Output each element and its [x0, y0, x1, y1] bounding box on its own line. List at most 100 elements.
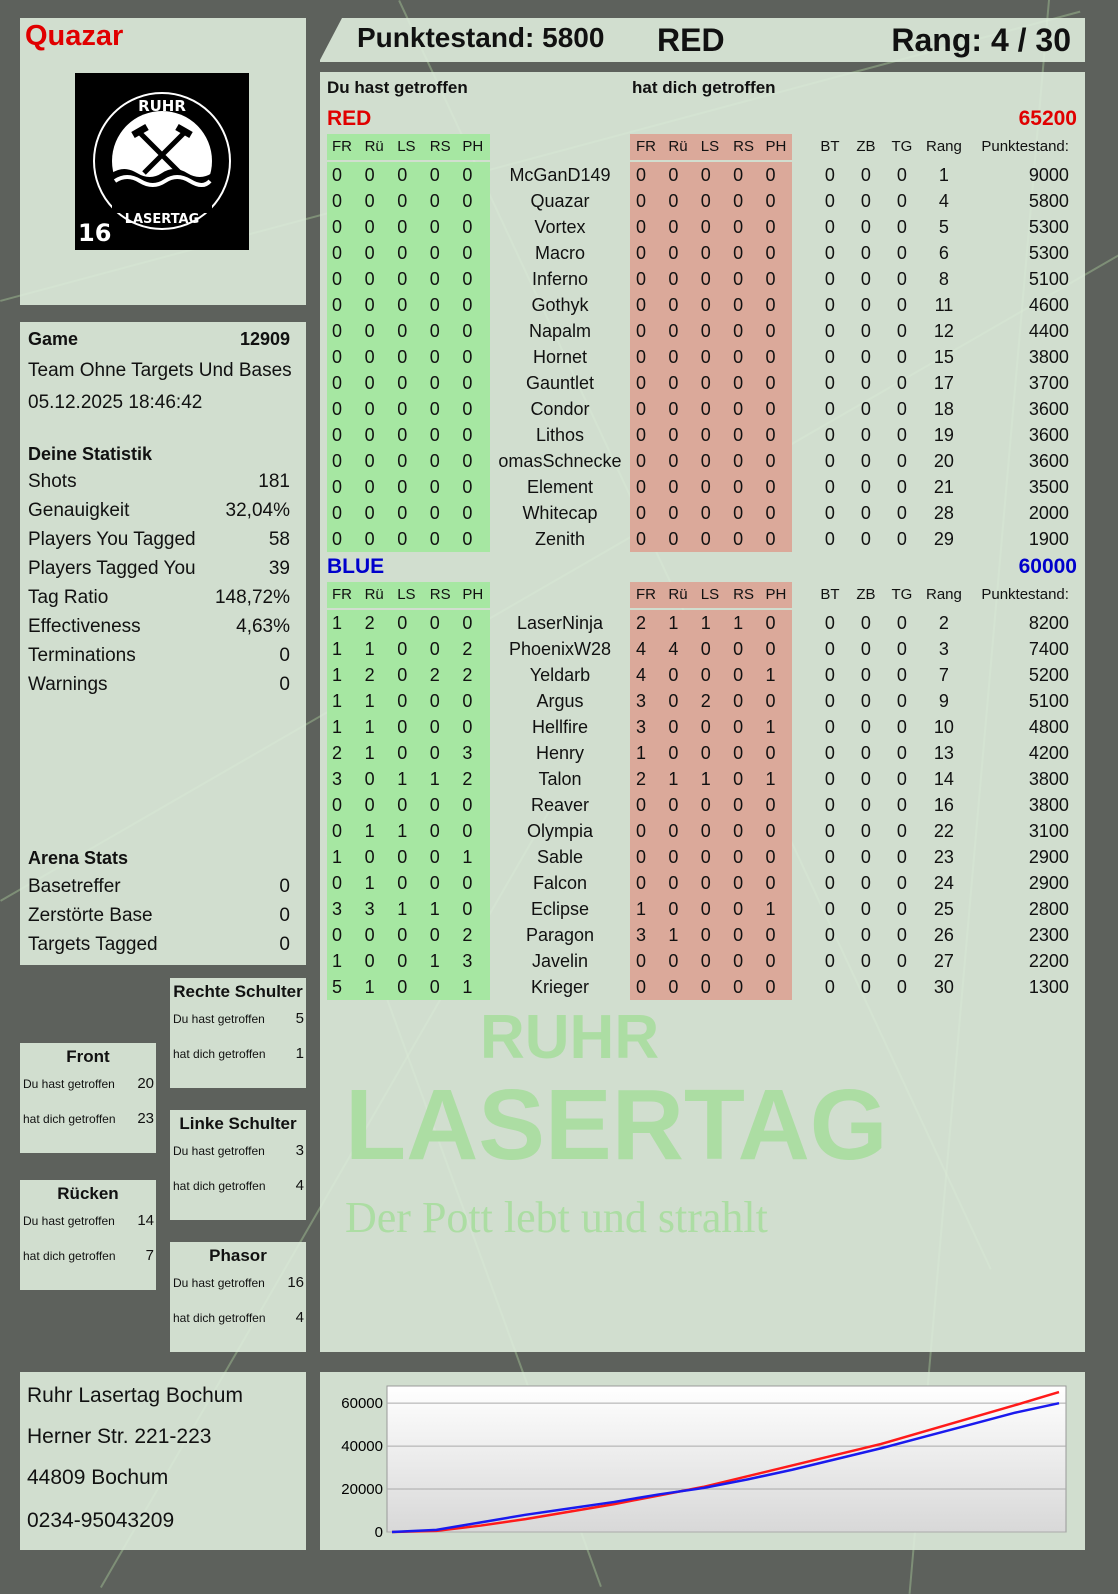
table-cell: 18	[933, 399, 954, 419]
table-cell: 24	[933, 873, 954, 893]
table-cell: 0	[896, 769, 907, 789]
table-cell: 0	[392, 714, 425, 740]
hit-zone-box: Linke Schulter Du hast getroffen 3 hat d…	[170, 1110, 306, 1220]
table-cell: 5300	[1028, 243, 1069, 263]
table-cell: 0	[727, 344, 760, 370]
table-cell: 0	[392, 266, 425, 292]
table-cell	[792, 370, 812, 396]
zone-hit-value: 20	[137, 1075, 154, 1092]
table-cell: 0	[896, 717, 907, 737]
table-cell: 0	[327, 292, 360, 318]
table-cell: 0	[896, 321, 907, 341]
table-cell: 0	[860, 795, 871, 815]
zone-got-label: hat dich getroffen	[173, 1047, 266, 1061]
column-header	[490, 134, 630, 160]
player-row: 0 0 0 0 0 McGanD149 0 0 0 0 0 0 0 0 1 9000	[327, 162, 1069, 188]
table-cell: 0	[759, 526, 792, 552]
table-cell: 0	[424, 974, 458, 1000]
table-cell	[792, 396, 812, 422]
table-cell: 9000	[1028, 165, 1069, 185]
address-panel: Ruhr Lasertag Bochum Herner Str. 221-223…	[20, 1372, 306, 1550]
table-cell: 0	[896, 243, 907, 263]
watermark-lasertag: LASERTAG	[345, 1069, 888, 1181]
table-cell: 0	[860, 821, 871, 841]
table-cell: 0	[392, 974, 425, 1000]
table-cell: 0	[424, 370, 458, 396]
table-cell: 1	[457, 974, 490, 1000]
table-cell: 0	[662, 688, 695, 714]
table-cell: 0	[392, 948, 425, 974]
table-cell: 0	[392, 188, 425, 214]
table-cell: 0	[860, 347, 871, 367]
table-cell: 0	[662, 526, 695, 552]
stat-value: 0	[279, 876, 290, 897]
table-cell: 0	[824, 191, 835, 211]
table-cell	[792, 844, 812, 870]
table-cell: 0	[662, 162, 695, 188]
table-cell	[792, 318, 812, 344]
table-cell: 2300	[1028, 925, 1069, 945]
table-cell: 2	[457, 636, 490, 662]
table-cell: 0	[824, 269, 835, 289]
table-cell: 0	[629, 500, 663, 526]
table-cell: 3800	[1028, 795, 1069, 815]
table-cell: 0	[824, 613, 835, 633]
table-cell: 0	[860, 743, 871, 763]
table-cell: 0	[694, 870, 728, 896]
table-cell: 0	[860, 769, 871, 789]
table-cell: 0	[727, 636, 760, 662]
table-cell: 0	[424, 922, 458, 948]
table-cell: 1	[359, 870, 393, 896]
table-cell: 0	[824, 295, 835, 315]
table-cell: 0	[662, 948, 695, 974]
table-cell: 1	[662, 766, 695, 792]
table-cell: 12	[933, 321, 954, 341]
table-cell	[792, 422, 812, 448]
stat-value: 148,72%	[214, 587, 290, 608]
stat-value: 32,04%	[225, 500, 290, 521]
table-cell: 0	[759, 396, 792, 422]
table-cell: 0	[424, 526, 458, 552]
address-street: Herner Str. 221-223	[27, 1425, 212, 1448]
score-chart: 0 20000 40000 60000	[341, 1385, 1067, 1541]
table-cell: 0	[727, 370, 760, 396]
game-row: Game 12909	[28, 329, 290, 350]
stat-value: 4,63%	[236, 616, 290, 637]
table-cell: Inferno	[531, 269, 588, 289]
table-cell: 14	[933, 769, 954, 789]
column-header	[792, 582, 812, 608]
table-cell: 0	[694, 526, 728, 552]
column-header: Rü	[359, 134, 393, 160]
table-cell: Gothyk	[531, 295, 589, 315]
table-cell: 0	[824, 451, 835, 471]
table-cell: 0	[727, 500, 760, 526]
table-cell: 1	[694, 610, 728, 636]
table-cell: Eclipse	[530, 899, 589, 919]
table-cell: 0	[327, 188, 360, 214]
hit-zone-box: Rechte Schulter Du hast getroffen 5 hat …	[170, 978, 306, 1088]
player-row: 0 0 0 0 0 Lithos 0 0 0 0 0 0 0 0 19 3600	[327, 422, 1069, 448]
table-cell: 0	[359, 448, 393, 474]
table-cell: Hornet	[532, 347, 587, 367]
table-cell: 2	[424, 662, 458, 688]
table-cell: 0	[392, 422, 425, 448]
table-cell: 1	[359, 714, 393, 740]
table-cell: 0	[824, 399, 835, 419]
table-cell: 0	[860, 373, 871, 393]
table-cell: 0	[457, 818, 490, 844]
table-cell: 0	[392, 662, 425, 688]
table-cell: 0	[860, 477, 871, 497]
table-cell: 0	[824, 925, 835, 945]
table-cell: 0	[860, 269, 871, 289]
table-cell: 0	[694, 370, 728, 396]
table-cell: 0	[759, 688, 792, 714]
table-cell: 0	[824, 529, 835, 549]
table-cell: 1	[327, 688, 360, 714]
table-cell: 0	[759, 636, 792, 662]
column-header: RS	[424, 134, 458, 160]
watermark-ruhr: RUHR	[480, 1003, 660, 1072]
stat-label: Tag Ratio	[28, 587, 109, 608]
table-cell: 0	[424, 162, 458, 188]
table-cell: 0	[662, 662, 695, 688]
table-cell: Vortex	[534, 217, 586, 237]
